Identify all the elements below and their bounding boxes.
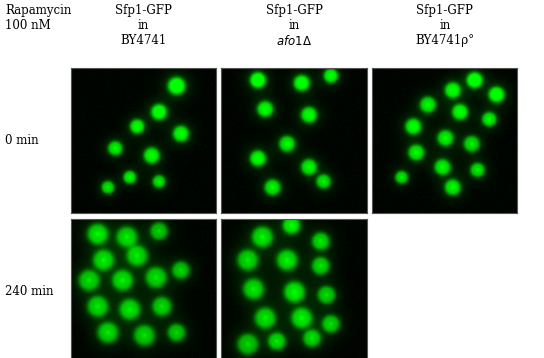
Text: Rapamycin
100 nM: Rapamycin 100 nM <box>5 4 72 32</box>
Text: Sfp1-GFP
in
BY4741ρ°: Sfp1-GFP in BY4741ρ° <box>415 4 474 47</box>
Text: 240 min: 240 min <box>5 285 54 299</box>
Text: Sfp1-GFP
in
BY4741: Sfp1-GFP in BY4741 <box>115 4 172 47</box>
Text: 0 min: 0 min <box>5 134 39 147</box>
Text: Sfp1-GFP
in
$afo1\Delta$: Sfp1-GFP in $afo1\Delta$ <box>265 4 323 48</box>
